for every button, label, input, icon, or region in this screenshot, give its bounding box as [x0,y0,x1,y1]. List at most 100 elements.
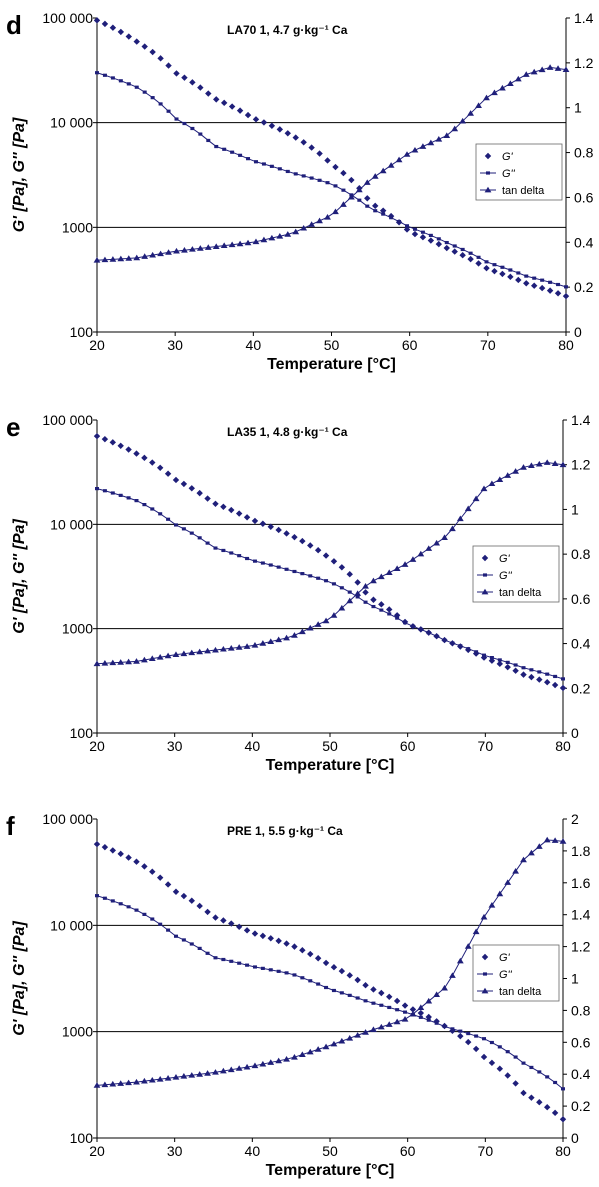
data-point [150,96,155,100]
data-point [443,132,451,138]
data-point [472,1045,480,1053]
data-point [314,547,322,554]
data-point [109,24,117,31]
data-point [474,650,479,654]
x-tick-label: 40 [245,1143,261,1159]
data-point [347,193,355,200]
x-tick-label: 70 [478,738,494,754]
x-tick-label: 20 [89,1143,105,1159]
data-point [133,1078,140,1085]
data-point [156,874,164,881]
data-point [267,935,274,942]
data-point [500,265,505,269]
data-point [355,186,363,193]
data-point [559,461,567,468]
data-point [246,157,251,161]
y-tick-label: 10 000 [50,115,93,131]
series-0 [93,17,570,300]
data-point [228,920,235,927]
data-point [212,914,219,921]
x-tick-label: 80 [555,1143,571,1159]
series-2 [93,836,567,1088]
data-point [118,79,123,83]
data-point [204,495,211,502]
x-axis-label: Temperature [°C] [266,1162,395,1179]
data-point [149,48,156,56]
data-point [433,539,441,546]
data-point [496,476,504,482]
data-point [101,660,109,666]
data-point [561,677,565,681]
x-tick-label: 50 [324,337,340,353]
data-point [512,667,519,674]
data-point [300,139,307,146]
legend-marker [481,987,489,994]
data-point [489,656,494,660]
data-point [467,110,475,116]
data-point [451,125,459,132]
legend-marker [481,554,489,562]
data-point [456,515,464,522]
data-point [164,1075,172,1081]
legend: G' G'' tan delta [475,143,563,201]
data-point [190,126,195,131]
data-point [564,285,568,289]
data-point [204,647,211,654]
data-point [157,250,164,257]
data-point [219,1067,227,1074]
panel-letter: f [6,811,15,841]
legend-label: G' [499,952,511,964]
data-point [395,616,400,620]
data-point [370,986,377,993]
data-point [357,198,362,202]
data-point [276,126,284,133]
data-point [325,181,330,185]
data-point [267,1059,275,1065]
data-point [480,913,488,920]
data-point [205,541,210,545]
data-point [451,248,458,255]
data-point [381,212,386,216]
data-point [235,1065,243,1071]
data-point [504,472,512,478]
y-tick-label: 100 [70,725,94,741]
data-point [275,937,282,945]
data-point [346,597,354,604]
data-point [180,1073,188,1079]
data-point [109,1080,117,1087]
data-point [553,1080,558,1085]
data-point [401,561,409,567]
data-point [528,462,535,468]
data-point [520,671,527,678]
data-point [464,943,472,949]
data-point [379,1003,384,1007]
data-point [364,195,371,202]
data-point [299,946,306,954]
data-point [484,260,489,264]
data-point [268,122,276,129]
data-point [387,612,392,616]
data-point [251,642,259,648]
data-point [324,213,331,220]
data-point [180,650,188,657]
data-point [275,636,283,643]
panel-letter: e [6,412,20,442]
x-tick-label: 40 [246,337,262,353]
data-point [506,80,514,86]
y2-tick-label: 1 [571,971,579,987]
data-point [393,1018,401,1025]
data-point [291,943,298,950]
data-point [418,1015,423,1019]
data-point [133,450,140,457]
data-point [228,241,236,248]
data-point [449,525,456,532]
data-point [491,89,498,96]
data-point [363,179,371,185]
x-tick-label: 80 [555,738,571,754]
data-point [196,902,203,910]
data-point [260,561,265,565]
data-point [117,659,125,665]
data-point [450,1027,455,1031]
data-point [220,917,227,924]
x-axis-label: Temperature [°C] [267,356,396,373]
